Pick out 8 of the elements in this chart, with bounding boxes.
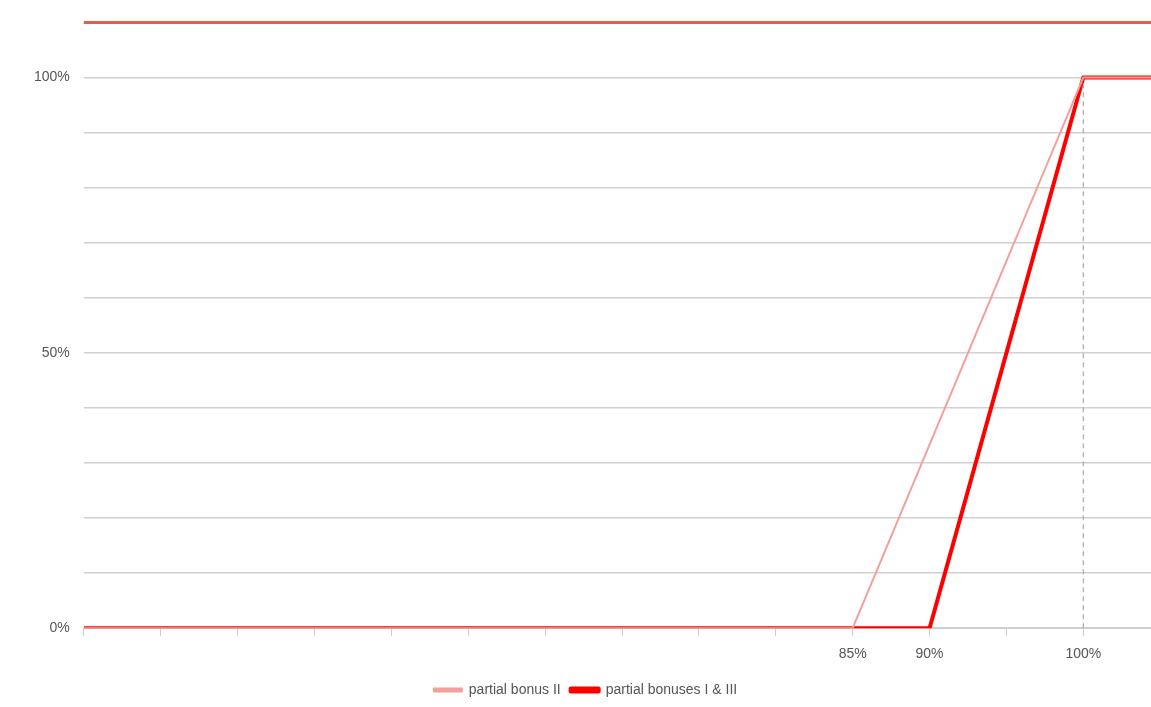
legend-label: partial bonus II bbox=[468, 680, 561, 697]
y-tick-label: 50% bbox=[41, 343, 70, 360]
y-tick-label: 100% bbox=[33, 68, 70, 85]
x-tick-label: 100% bbox=[1065, 645, 1102, 662]
y-tick-label: 0% bbox=[49, 619, 70, 636]
x-tick-label: 85% bbox=[838, 645, 867, 662]
legend-label: partial bonuses I & III bbox=[605, 680, 738, 697]
x-tick-label: 90% bbox=[915, 645, 944, 662]
